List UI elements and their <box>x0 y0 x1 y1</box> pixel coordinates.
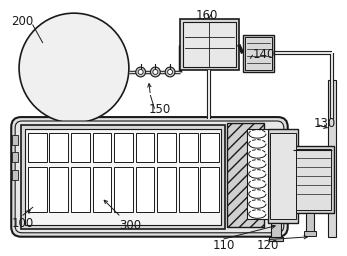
Bar <box>269 237 283 241</box>
Bar <box>136 167 154 212</box>
FancyBboxPatch shape <box>11 117 288 237</box>
Bar <box>243 35 274 72</box>
Circle shape <box>138 70 143 74</box>
Bar <box>71 167 90 212</box>
Bar <box>179 167 197 212</box>
Text: 300: 300 <box>119 219 141 232</box>
Bar <box>179 133 197 162</box>
Bar <box>71 133 90 162</box>
Bar <box>328 80 336 237</box>
Bar <box>304 231 316 236</box>
Text: 160: 160 <box>196 9 218 22</box>
Bar <box>157 167 176 212</box>
Text: 150: 150 <box>149 103 171 116</box>
Bar <box>296 150 331 210</box>
Circle shape <box>136 67 145 77</box>
Bar <box>12 135 18 145</box>
Text: 110: 110 <box>212 239 235 252</box>
Bar <box>93 167 111 212</box>
Circle shape <box>151 67 160 77</box>
Text: 100: 100 <box>11 217 33 230</box>
Bar <box>247 129 268 219</box>
Bar <box>136 133 154 162</box>
Bar <box>50 167 68 212</box>
Bar <box>93 133 111 162</box>
Bar <box>12 170 18 180</box>
Bar <box>201 133 219 162</box>
Circle shape <box>153 70 158 74</box>
Circle shape <box>19 13 129 123</box>
Bar <box>271 223 281 241</box>
Bar <box>268 129 297 223</box>
Bar <box>50 133 68 162</box>
Bar <box>270 133 296 219</box>
Bar <box>227 123 264 227</box>
Bar <box>245 37 272 70</box>
Bar <box>306 213 314 235</box>
Bar <box>12 152 18 162</box>
Bar <box>180 19 239 70</box>
Bar <box>21 125 225 229</box>
Text: 200: 200 <box>11 15 33 28</box>
Circle shape <box>165 67 175 77</box>
Bar <box>25 129 221 225</box>
Bar <box>201 167 219 212</box>
Bar <box>183 22 236 67</box>
Bar <box>114 133 133 162</box>
Bar <box>28 167 46 212</box>
Text: 120: 120 <box>256 239 279 252</box>
Bar <box>293 146 334 213</box>
FancyBboxPatch shape <box>15 121 284 233</box>
Text: 140: 140 <box>252 48 275 61</box>
Circle shape <box>168 70 172 74</box>
Text: 130: 130 <box>313 117 336 130</box>
Bar <box>157 133 176 162</box>
Bar <box>28 133 46 162</box>
Bar <box>114 167 133 212</box>
